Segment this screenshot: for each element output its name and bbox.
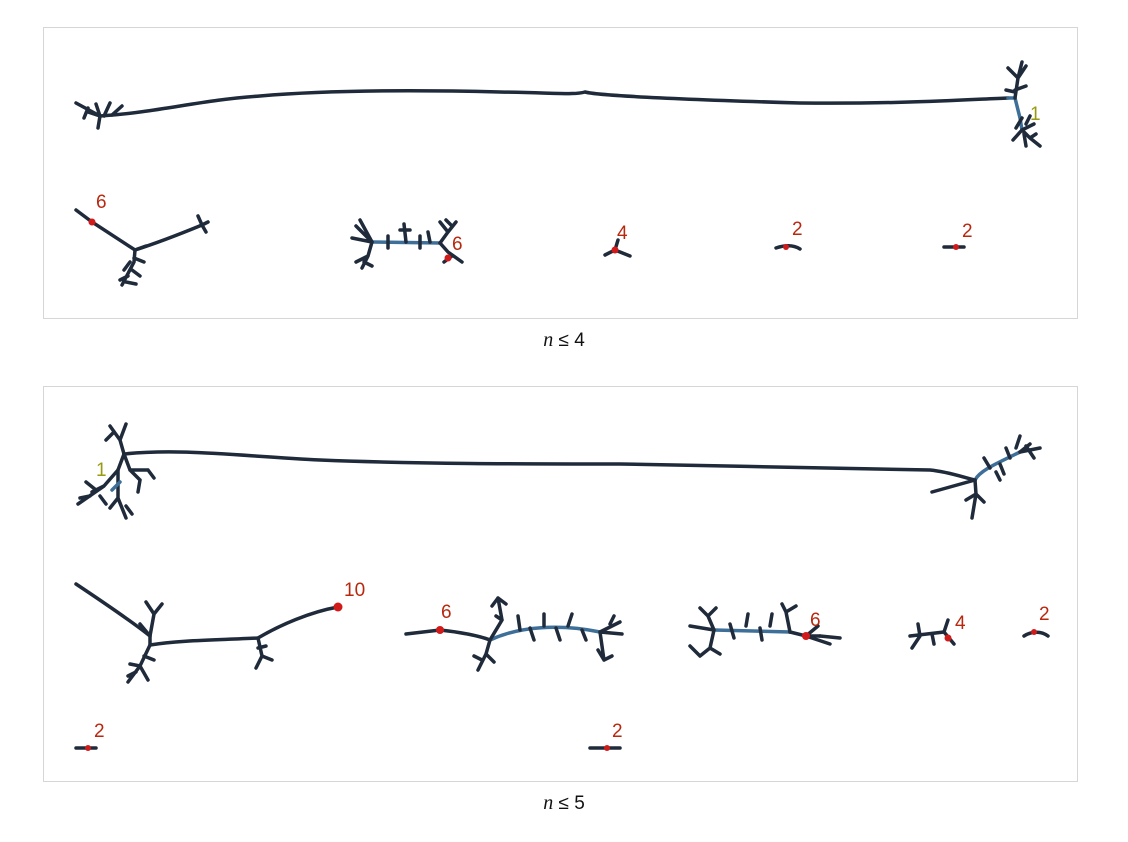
root-node <box>88 218 96 226</box>
top-component-1 <box>74 60 1042 148</box>
root-node <box>953 244 959 250</box>
bottom-component-2 <box>74 582 340 684</box>
bottom-component-5 <box>908 618 956 650</box>
bottom-component-3 <box>404 596 624 672</box>
component-label: 6 <box>441 602 452 623</box>
panel-n-le-4 <box>43 27 1078 319</box>
root-node <box>444 254 452 262</box>
root-node <box>436 626 444 634</box>
component-label: 6 <box>810 610 821 631</box>
component-label: 2 <box>1039 604 1050 625</box>
component-label: 4 <box>955 613 966 634</box>
component-label: 6 <box>96 192 107 213</box>
root-node <box>611 246 619 254</box>
component-label: 2 <box>612 721 623 742</box>
top-component-3 <box>350 218 464 270</box>
component-label: 10 <box>344 580 365 601</box>
root-node <box>944 634 952 642</box>
root-node <box>1031 629 1037 635</box>
root-node <box>333 602 343 612</box>
caption-top: n ≤ 4 <box>543 329 585 351</box>
root-node <box>783 244 789 250</box>
root-node <box>85 745 91 751</box>
component-label: 2 <box>962 221 973 242</box>
component-label: 2 <box>94 721 105 742</box>
root-node <box>802 632 810 640</box>
component-label: 1 <box>1030 104 1041 125</box>
component-label: 2 <box>792 219 803 240</box>
caption-bottom: n ≤ 5 <box>543 792 585 814</box>
component-label: 6 <box>452 234 463 255</box>
root-node <box>604 745 610 751</box>
component-label: 1 <box>96 460 107 481</box>
top-component-2 <box>74 208 210 287</box>
component-label: 4 <box>617 223 628 244</box>
bottom-component-1 <box>76 422 1042 520</box>
